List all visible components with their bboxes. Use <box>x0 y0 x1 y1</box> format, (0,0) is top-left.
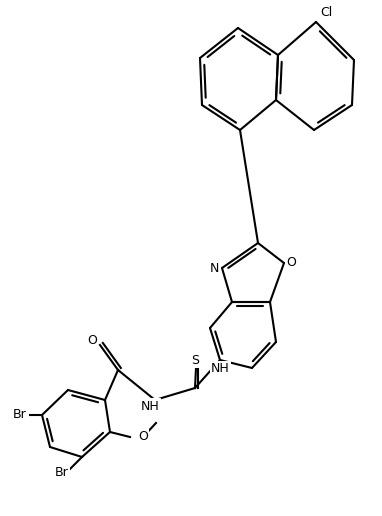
Text: O: O <box>87 334 97 347</box>
Text: Cl: Cl <box>320 6 332 19</box>
Text: O: O <box>138 430 148 443</box>
Text: N: N <box>209 262 219 275</box>
Text: NH: NH <box>211 363 230 376</box>
Text: NH: NH <box>141 399 159 412</box>
Text: O: O <box>286 256 296 269</box>
Text: S: S <box>191 353 199 366</box>
Text: Br: Br <box>55 466 69 479</box>
Text: Br: Br <box>13 409 27 422</box>
